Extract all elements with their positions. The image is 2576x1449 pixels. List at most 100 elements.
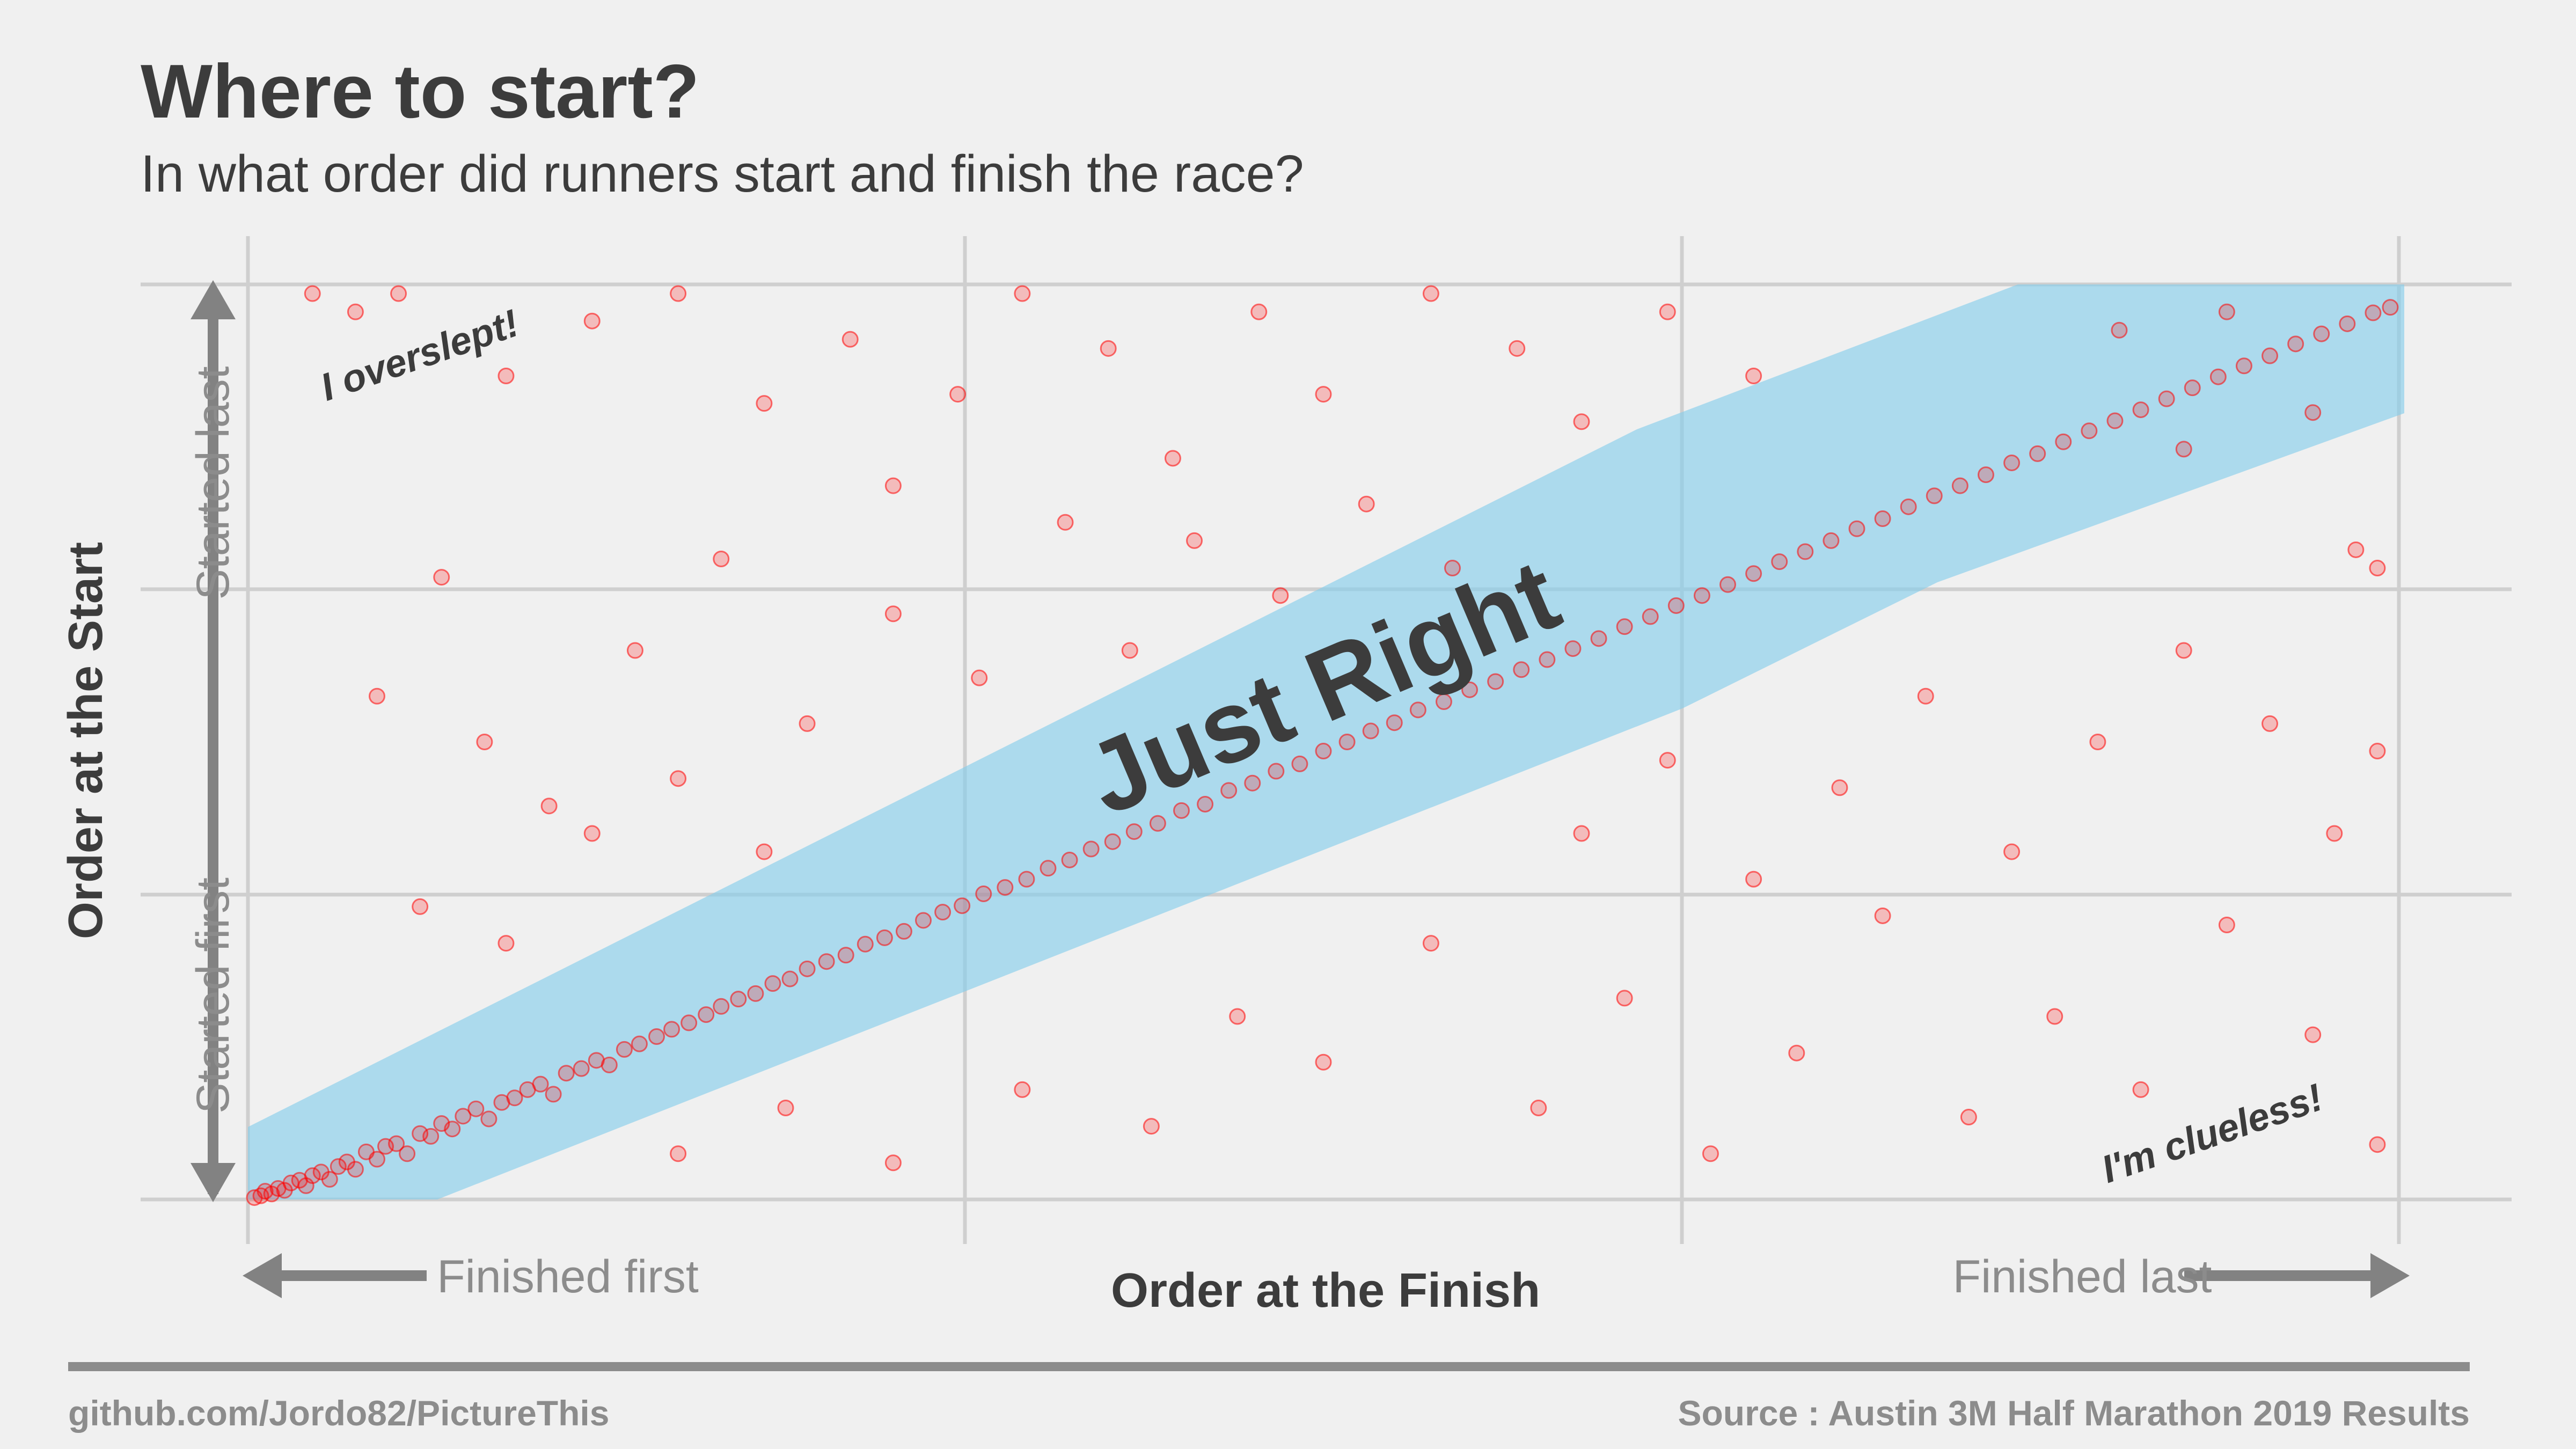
data-point-0-180 (1573, 825, 1590, 842)
data-point-0-63 (1125, 823, 1143, 840)
data-point-0-69 (1268, 763, 1285, 780)
data-point-0-158 (1358, 495, 1375, 513)
data-point-0-62 (1104, 833, 1121, 850)
data-point-0-134 (1315, 386, 1332, 403)
scatter-points (246, 285, 2399, 1206)
data-point-0-108 (2262, 347, 2279, 364)
data-point-0-55 (954, 897, 971, 914)
data-point-0-94 (1900, 498, 1917, 515)
data-point-0-163 (1014, 1081, 1031, 1098)
data-point-0-145 (713, 551, 730, 567)
data-point-0-176 (2218, 917, 2235, 933)
data-point-0-75 (1409, 701, 1426, 719)
data-point-0-110 (2313, 325, 2330, 342)
data-point-0-159 (1444, 560, 1461, 577)
y-axis-arrow-head-top (191, 280, 236, 319)
data-point-0-35 (601, 1056, 618, 1073)
data-point-0-88 (1745, 565, 1762, 582)
data-point-0-83 (1616, 618, 1633, 635)
data-point-0-142 (476, 734, 493, 750)
data-point-0-154 (756, 843, 773, 860)
data-point-0-157 (1272, 587, 1289, 604)
data-point-0-91 (1823, 532, 1840, 549)
data-point-0-100 (2055, 433, 2072, 450)
data-point-0-46 (781, 970, 799, 987)
data-point-0-49 (837, 947, 854, 964)
x-axis-arrow-head-left (243, 1253, 282, 1298)
data-point-0-40 (680, 1014, 698, 1031)
data-point-0-65 (1173, 802, 1190, 819)
data-point-0-141 (433, 569, 450, 586)
data-point-0-144 (626, 642, 643, 659)
data-point-0-164 (1143, 1118, 1160, 1135)
data-point-0-81 (1564, 640, 1582, 657)
data-point-0-149 (1057, 514, 1074, 531)
data-point-0-118 (2369, 560, 2386, 577)
data-point-0-169 (1616, 990, 1633, 1007)
data-point-0-9 (304, 1167, 321, 1184)
data-point-0-102 (2106, 412, 2124, 429)
data-point-0-74 (1386, 714, 1403, 731)
data-point-0-152 (583, 825, 601, 842)
data-point-0-139 (1745, 368, 1762, 384)
data-point-0-21 (422, 1128, 440, 1145)
data-point-0-86 (1693, 587, 1710, 604)
data-point-0-28 (506, 1089, 523, 1107)
data-point-0-23 (444, 1121, 461, 1138)
data-point-0-106 (2209, 368, 2227, 385)
data-point-0-90 (1797, 543, 1814, 560)
data-point-0-16 (368, 1151, 385, 1168)
data-point-0-184 (1917, 687, 1934, 705)
data-point-0-76 (1435, 693, 1452, 710)
x-axis-arrow-head-right (2370, 1253, 2410, 1298)
data-point-0-166 (1315, 1053, 1332, 1071)
data-point-0-31 (545, 1086, 562, 1103)
data-point-0-41 (698, 1006, 715, 1023)
data-point-0-136 (1509, 340, 1526, 357)
data-point-0-87 (1719, 576, 1737, 593)
data-point-0-71 (1315, 743, 1332, 760)
data-point-0-12 (330, 1158, 347, 1175)
data-point-0-61 (1082, 840, 1100, 858)
data-point-0-128 (884, 477, 902, 494)
data-point-0-179 (2326, 825, 2343, 842)
data-point-0-116 (2175, 441, 2192, 458)
data-point-0-79 (1513, 661, 1530, 678)
data-point-0-170 (1702, 1145, 1719, 1162)
data-point-0-19 (399, 1145, 416, 1162)
data-point-0-115 (2111, 321, 2128, 339)
footer-divider (68, 1362, 2470, 1371)
x-axis-label: Order at the Finish (1111, 1264, 1540, 1318)
data-point-0-112 (2365, 304, 2382, 321)
data-point-0-96 (1951, 477, 1968, 494)
data-point-0-42 (713, 998, 730, 1015)
data-point-0-135 (1422, 285, 1439, 302)
data-point-0-147 (884, 605, 902, 623)
chart-title: Where to start? (141, 49, 700, 134)
data-point-0-120 (304, 285, 321, 302)
data-point-0-80 (1539, 651, 1556, 668)
data-point-0-47 (799, 960, 816, 977)
y-tick-started-last: Started last (187, 366, 239, 599)
data-point-0-101 (2081, 422, 2098, 440)
data-point-0-178 (2369, 1136, 2386, 1153)
data-point-0-189 (2369, 743, 2386, 760)
data-point-0-109 (2287, 335, 2304, 353)
annotation-i-overslept: I overslept! (316, 302, 524, 409)
data-point-0-73 (1362, 722, 1379, 740)
data-point-0-82 (1590, 630, 1607, 647)
data-point-0-137 (1573, 413, 1590, 430)
data-point-0-60 (1061, 851, 1078, 868)
y-axis-arrow-head-bottom (191, 1163, 236, 1202)
data-point-0-38 (648, 1028, 665, 1045)
data-point-0-182 (1745, 870, 1762, 888)
data-point-0-140 (368, 687, 385, 705)
data-point-0-95 (1926, 487, 1943, 504)
data-point-0-25 (467, 1100, 485, 1117)
data-point-0-72 (1338, 734, 1356, 750)
data-point-0-14 (347, 1161, 364, 1178)
data-point-0-181 (1659, 752, 1676, 769)
data-point-0-48 (818, 953, 835, 970)
data-point-0-68 (1244, 774, 1261, 792)
data-point-0-67 (1220, 782, 1238, 799)
